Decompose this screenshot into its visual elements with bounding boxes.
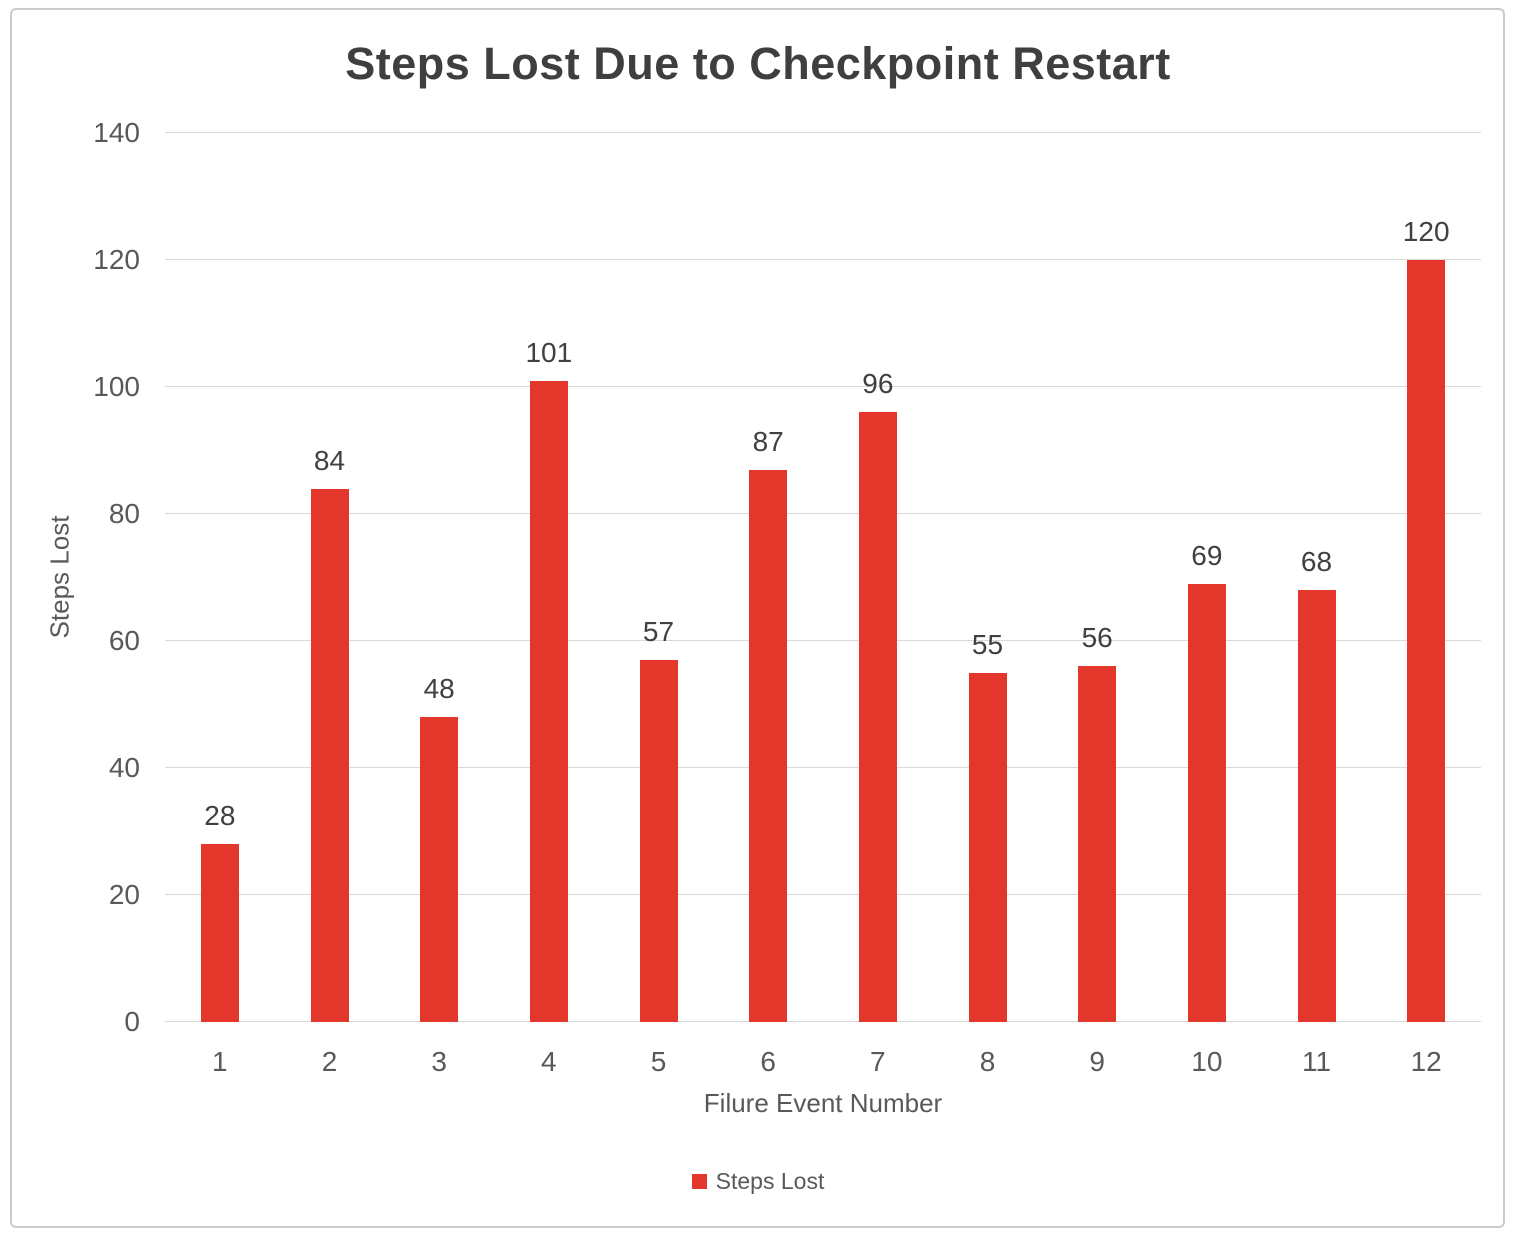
bar [1297, 590, 1336, 1022]
gridline [165, 893, 1481, 895]
x-tick-label: 6 [760, 1046, 776, 1077]
y-tick-label: 40 [108, 752, 140, 783]
bar [200, 844, 239, 1022]
y-tick-label: 140 [93, 117, 140, 148]
bar-value-label: 56 [1081, 622, 1113, 654]
bar [639, 660, 678, 1022]
bar-value-label: 28 [204, 800, 236, 832]
x-axis: 1 2 3 4 5 6 7 8 9 10 11 12 [165, 1046, 1481, 1086]
bar [529, 380, 568, 1022]
x-tick-label: 2 [321, 1046, 338, 1077]
x-tick-label: 7 [870, 1046, 886, 1077]
y-tick-label: 60 [108, 625, 140, 656]
gridline [165, 131, 1481, 133]
bar [1187, 583, 1226, 1022]
x-tick-label: 9 [1089, 1046, 1105, 1077]
gridline [165, 1020, 1481, 1022]
bar-value-label: 48 [423, 673, 455, 705]
bar [968, 672, 1007, 1022]
gridline [165, 258, 1481, 260]
legend-swatch-icon [691, 1174, 707, 1189]
x-tick-label: 1 [212, 1046, 228, 1077]
y-tick-label: 120 [93, 244, 140, 275]
gridline [165, 639, 1481, 641]
bar [420, 717, 459, 1022]
plot-area: 28 84 48 101 57 87 96 55 56 69 68 120 [165, 131, 1481, 1022]
bar [1407, 260, 1446, 1022]
x-tick-label: 8 [979, 1046, 996, 1077]
y-tick-label: 20 [108, 879, 140, 910]
x-tick-label: 10 [1191, 1046, 1223, 1077]
x-axis-title: Filure Event Number [703, 1088, 943, 1118]
bar [858, 412, 897, 1022]
bar-value-label: 69 [1191, 539, 1223, 571]
bar-value-label: 68 [1300, 546, 1333, 578]
bar-value-label: 120 [1402, 216, 1450, 247]
x-tick-label: 11 [1301, 1046, 1332, 1077]
bar-value-label: 55 [971, 628, 1004, 660]
y-tick-label: 80 [108, 498, 140, 529]
bar-value-label: 57 [642, 616, 675, 648]
gridline [165, 385, 1481, 387]
bar-value-label: 87 [752, 425, 784, 457]
gridline [165, 512, 1481, 514]
y-tick-label: 0 [124, 1006, 140, 1037]
x-tick-label: 3 [431, 1046, 447, 1077]
gridline [165, 766, 1481, 768]
x-tick-label: 4 [541, 1046, 557, 1077]
bar [749, 469, 788, 1022]
legend: Steps Lost [0, 1168, 1516, 1195]
bar [310, 488, 349, 1022]
y-axis: 0 20 40 60 80 100 120 140 [0, 117, 140, 1037]
bar [1078, 666, 1117, 1022]
legend-label: Steps Lost [715, 1168, 825, 1194]
bar-value-label: 101 [525, 336, 573, 368]
chart-title: Steps Lost Due to Checkpoint Restart [345, 38, 1171, 89]
x-tick-label: 5 [650, 1046, 667, 1077]
x-tick-label: 12 [1410, 1046, 1442, 1077]
bar-value-label: 84 [313, 444, 346, 476]
y-tick-label: 100 [93, 371, 140, 402]
bar-value-label: 96 [862, 368, 894, 400]
